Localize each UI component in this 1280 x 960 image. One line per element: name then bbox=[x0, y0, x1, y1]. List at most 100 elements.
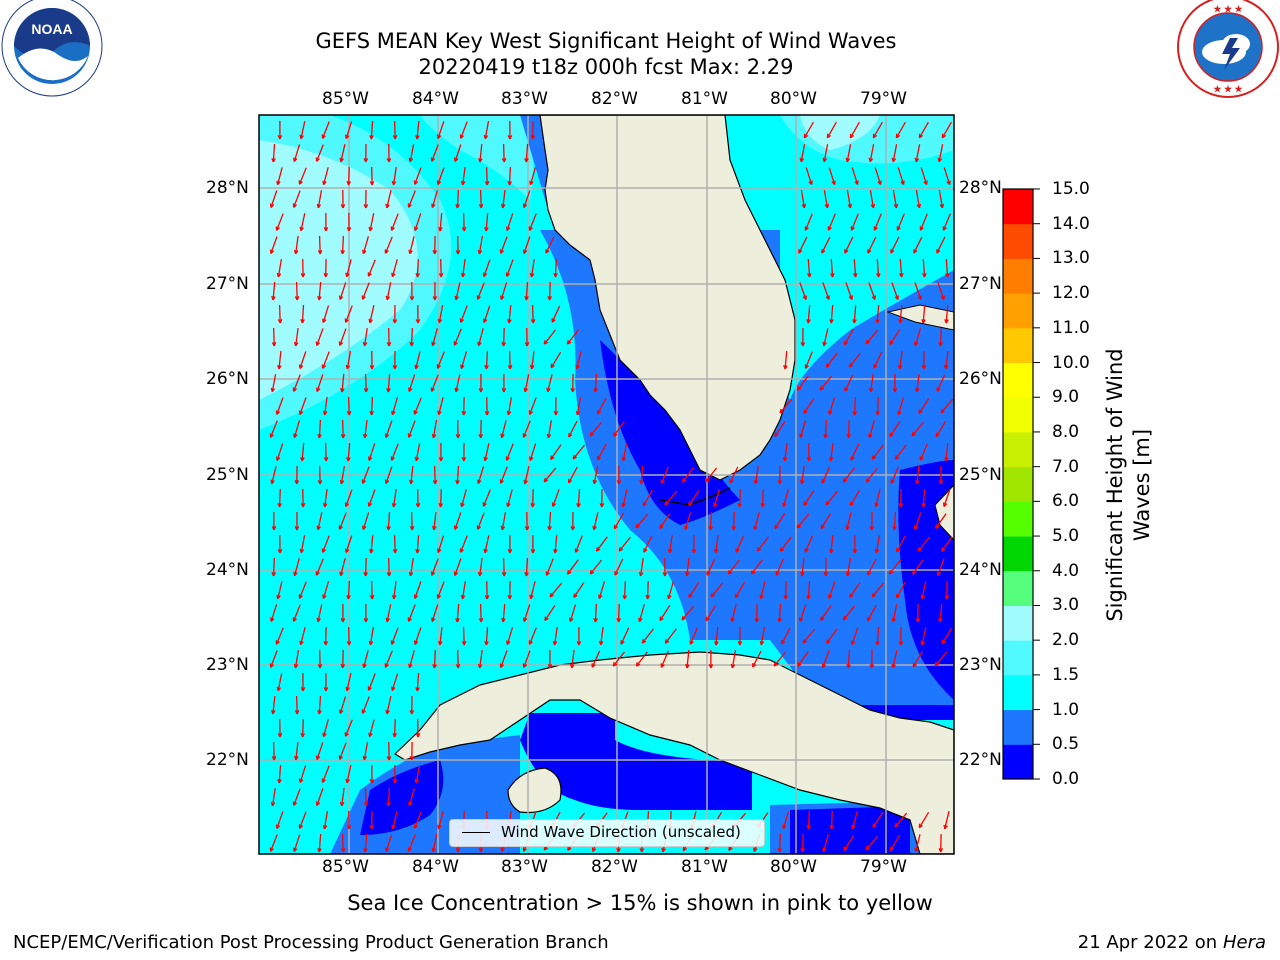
wave-arrow-head bbox=[500, 203, 506, 209]
wave-arrow-head bbox=[415, 733, 421, 738]
wave-arrow bbox=[543, 467, 557, 483]
wave-arrow bbox=[617, 603, 620, 623]
wave-arrow-head bbox=[852, 411, 858, 416]
wave-arrow bbox=[277, 258, 283, 278]
wave-arrow-head bbox=[454, 387, 459, 393]
wave-arrow-head bbox=[385, 709, 390, 715]
wave-arrow-head bbox=[642, 501, 647, 507]
wave-arrow bbox=[873, 351, 883, 369]
wave-arrow bbox=[892, 189, 898, 209]
wave-arrow-head bbox=[638, 571, 644, 577]
svg-text:NOAA: NOAA bbox=[31, 21, 72, 37]
noaa-logo: NOAA bbox=[1, 0, 103, 97]
wave-arrow bbox=[439, 212, 443, 232]
wave-arrow-head bbox=[896, 226, 901, 231]
wave-arrow bbox=[623, 580, 626, 600]
wave-arrow bbox=[820, 605, 832, 621]
wave-arrow bbox=[941, 536, 953, 552]
wave-arrow-head bbox=[299, 134, 304, 140]
wave-arrow-head bbox=[269, 663, 275, 668]
wave-arrow-head bbox=[643, 548, 648, 553]
wave-arrow-head bbox=[589, 431, 595, 437]
wave-arrow-head bbox=[575, 364, 580, 370]
wave-arrow-head bbox=[369, 595, 375, 600]
wave-arrow-head bbox=[659, 524, 664, 530]
wave-arrow-head bbox=[553, 411, 559, 416]
wave-arrow-head bbox=[391, 686, 396, 692]
wave-arrow bbox=[369, 626, 375, 646]
wave-arrow bbox=[342, 649, 344, 669]
wave-arrow bbox=[454, 144, 462, 162]
wave-arrow-head bbox=[549, 592, 554, 598]
wave-arrow bbox=[921, 581, 927, 599]
wave-arrow-head bbox=[939, 203, 945, 209]
wave-arrow bbox=[876, 626, 880, 646]
wave-arrow-head bbox=[322, 732, 327, 738]
wave-arrow-head bbox=[524, 572, 529, 577]
wave-arrow-head bbox=[729, 479, 734, 484]
wave-arrow bbox=[390, 213, 399, 231]
wave-arrow bbox=[415, 765, 421, 783]
wave-arrow-head bbox=[340, 387, 345, 393]
wave-arrow bbox=[797, 651, 809, 667]
wave-arrow bbox=[681, 467, 694, 483]
wave-arrow bbox=[850, 213, 859, 231]
wave-arrow bbox=[502, 327, 505, 347]
wave-arrow-head bbox=[340, 204, 346, 209]
wave-arrow bbox=[459, 535, 468, 553]
wave-arrow bbox=[506, 213, 514, 231]
wave-arrow bbox=[484, 535, 490, 553]
wave-arrow bbox=[568, 420, 578, 438]
wave-arrow-head bbox=[409, 296, 415, 301]
wave-arrow-head bbox=[923, 180, 928, 186]
wave-arrow bbox=[898, 351, 903, 369]
wave-arrow-head bbox=[911, 431, 916, 437]
wave-arrow bbox=[293, 834, 301, 852]
wave-arrow-head bbox=[269, 847, 274, 852]
wave-arrow-head bbox=[528, 226, 533, 231]
wave-arrow bbox=[805, 167, 813, 185]
wave-arrow bbox=[918, 121, 929, 139]
colorbar-segment bbox=[1003, 397, 1033, 433]
wave-arrow-head bbox=[299, 226, 304, 232]
wave-arrow bbox=[945, 258, 949, 278]
wave-arrow-head bbox=[616, 848, 621, 853]
wave-arrow-head bbox=[346, 411, 352, 416]
wave-arrow bbox=[300, 627, 306, 645]
colorbar-tick-label: 7.0 bbox=[1052, 456, 1080, 477]
wave-arrow bbox=[525, 557, 529, 577]
wave-arrow bbox=[476, 282, 485, 300]
wave-arrow-head bbox=[432, 664, 437, 669]
wave-arrow-head bbox=[546, 387, 551, 393]
wave-arrow-head bbox=[852, 549, 858, 554]
wave-arrow bbox=[897, 167, 905, 185]
wave-arrow bbox=[568, 466, 578, 484]
wave-arrow-head bbox=[621, 456, 627, 462]
wave-arrow bbox=[277, 673, 283, 691]
wave-arrow-head bbox=[775, 571, 780, 576]
wave-arrow-head bbox=[407, 617, 412, 622]
wave-arrow bbox=[782, 811, 790, 829]
wave-arrow bbox=[462, 259, 466, 277]
wave-arrow bbox=[919, 443, 928, 461]
wave-arrow bbox=[407, 190, 416, 208]
wave-arrow-head bbox=[367, 456, 373, 462]
wave-arrow-head bbox=[831, 180, 836, 186]
wave-arrow bbox=[362, 512, 370, 530]
wave-arrow-head bbox=[730, 663, 736, 669]
wave-arrow-head bbox=[386, 756, 392, 761]
wave-arrow-head bbox=[323, 457, 329, 462]
wave-arrow-head bbox=[522, 249, 528, 254]
wave-arrow bbox=[566, 329, 579, 345]
wave-arrow-head bbox=[484, 641, 489, 646]
wave-arrow bbox=[409, 557, 414, 577]
wave-arrow bbox=[508, 166, 512, 186]
wave-arrow bbox=[638, 604, 645, 622]
wave-arrow-head bbox=[431, 525, 437, 531]
wave-arrow-head bbox=[340, 250, 345, 255]
wave-arrow bbox=[869, 374, 874, 392]
wave-arrow-head bbox=[415, 549, 420, 554]
wave-arrow-head bbox=[938, 617, 943, 623]
wave-arrow bbox=[825, 352, 838, 368]
wave-arrow-head bbox=[409, 526, 415, 531]
